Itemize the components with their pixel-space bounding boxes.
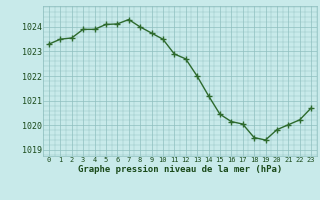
X-axis label: Graphe pression niveau de la mer (hPa): Graphe pression niveau de la mer (hPa) bbox=[78, 165, 282, 174]
